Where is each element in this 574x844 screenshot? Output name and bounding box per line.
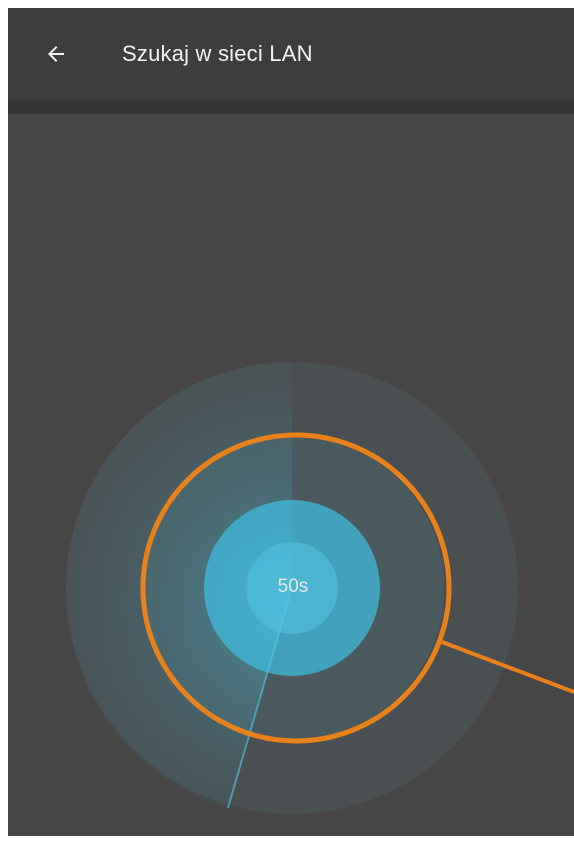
arrow-left-icon xyxy=(48,46,64,62)
page-title: Szukaj w sieci LAN xyxy=(122,41,313,66)
scan-countdown: 50s xyxy=(277,576,309,597)
radar-scanner xyxy=(65,362,574,814)
highlight-pointer xyxy=(441,640,574,694)
app-bar: Szukaj w sieci LAN xyxy=(8,8,574,100)
app-bar-shadow xyxy=(8,100,574,114)
radar-sweep-edge xyxy=(227,587,293,809)
back-button[interactable] xyxy=(36,34,76,74)
lan-scan-screen: Szukaj w sieci LAN 50s xyxy=(8,8,574,836)
highlight-circle xyxy=(140,432,452,744)
radar-sweep xyxy=(65,362,292,808)
